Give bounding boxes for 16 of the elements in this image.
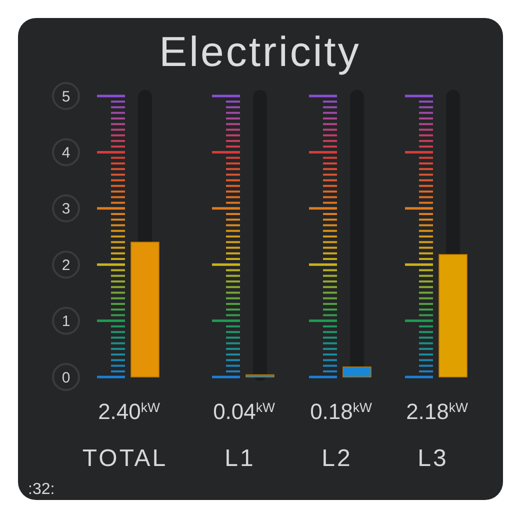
x-tick-label: L1 — [224, 445, 256, 472]
chart-title: Electricity — [159, 28, 361, 75]
x-tick-label: L2 — [322, 445, 352, 472]
x-tick-label: TOTAL — [82, 445, 168, 472]
x-tick-label: L3 — [418, 445, 448, 472]
y-tick-label: 4 — [62, 144, 70, 162]
y-tick-label: 2 — [62, 256, 70, 274]
data-label: 0.18$^{kW}$ — [310, 399, 372, 424]
y-tick-label: 1 — [62, 313, 70, 330]
data-label: 0.04$^{kW}$ — [213, 399, 276, 424]
text: :32: — [28, 481, 55, 498]
data-label: 2.18$^{kW}$ — [406, 399, 468, 424]
y-tick-label: 3 — [62, 200, 70, 218]
data-label: 2.40$^{kW}$ — [98, 399, 160, 424]
y-tick-label: 5 — [62, 88, 70, 106]
y-tick-label: 0 — [62, 369, 70, 386]
